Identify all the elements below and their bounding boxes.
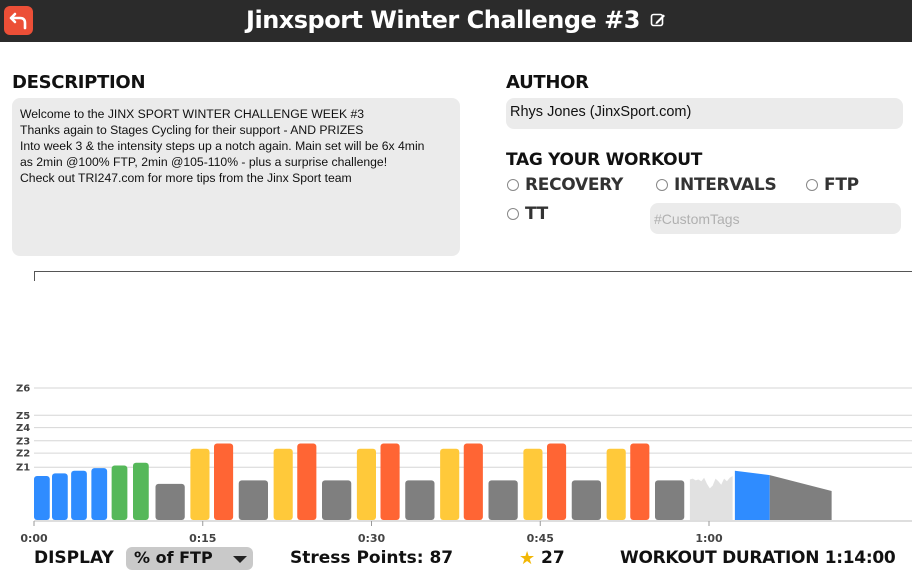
display-label: DISPLAY <box>34 548 114 568</box>
workout-segment-bar <box>630 443 650 520</box>
back-arrow-icon <box>9 12 26 29</box>
tag-label: INTERVALS <box>674 175 777 195</box>
time-tick-label: 0:15 <box>189 532 216 545</box>
display-select[interactable]: % of FTP <box>126 547 253 570</box>
tag-label: TT <box>525 204 548 224</box>
author-field[interactable]: Rhys Jones (JinxSport.com) <box>506 98 903 129</box>
workout-segment-ramp <box>769 475 832 520</box>
workout-segment-bar <box>52 473 68 520</box>
back-button[interactable] <box>4 6 33 35</box>
workout-segment-bar <box>297 443 317 520</box>
edit-icon[interactable] <box>650 12 666 28</box>
workout-duration: WORKOUT DURATION 1:14:00 <box>620 548 896 568</box>
workout-segment-bar <box>356 448 376 520</box>
zone-label: Z6 <box>16 384 30 395</box>
stress-points: Stress Points: 87 <box>290 548 454 568</box>
workout-segment-bar <box>34 476 50 520</box>
workout-segment-bar <box>523 448 543 520</box>
caret-down-icon <box>233 556 247 563</box>
tag-workout-label: TAG YOUR WORKOUT <box>506 150 703 170</box>
workout-title-area: Jinxsport Winter Challenge #3 <box>0 6 912 34</box>
description-label: DESCRIPTION <box>12 72 146 93</box>
workout-title[interactable]: Jinxsport Winter Challenge #3 <box>246 6 640 34</box>
bottom-bar: DISPLAY % of FTP Stress Points: 87 ★ 27 … <box>0 545 912 575</box>
time-tick-label: 0:45 <box>527 532 554 545</box>
workout-segment-bar <box>547 443 567 520</box>
time-tick-label: 0:30 <box>358 532 386 545</box>
radio-icon[interactable] <box>806 179 818 191</box>
radio-icon[interactable] <box>507 208 519 220</box>
workout-segment-bar <box>155 483 185 520</box>
radio-icon[interactable] <box>656 179 668 191</box>
description-line: as 2min @100% FTP, 2min @105-110% - plus… <box>20 155 388 169</box>
workout-segment-bar <box>655 480 685 520</box>
tag-tt[interactable]: TT <box>507 204 548 224</box>
display-select-value: % of FTP <box>134 548 213 567</box>
workout-segment-bar <box>322 480 352 520</box>
workout-segment-bar <box>91 468 108 520</box>
tag-label: RECOVERY <box>525 175 624 195</box>
workout-segment-bar <box>190 448 210 520</box>
title-bar: Jinxsport Winter Challenge #3 <box>0 0 912 42</box>
workout-segment-bar <box>463 443 483 520</box>
time-tick-label: 0:00 <box>20 532 48 545</box>
description-line: Into week 3 & the intensity steps up a n… <box>20 139 425 153</box>
workout-segment-bar <box>571 480 601 520</box>
description-line: Welcome to the JINX SPORT WINTER CHALLEN… <box>20 107 365 121</box>
workout-segment-bar <box>133 462 149 520</box>
zone-label: Z5 <box>16 411 30 422</box>
workout-segment-ramp <box>734 470 770 520</box>
custom-tags-input[interactable] <box>650 203 901 234</box>
chart-top-border <box>34 271 912 272</box>
tag-recovery[interactable]: RECOVERY <box>507 175 623 195</box>
workout-segment-bar <box>440 448 460 520</box>
zone-label: Z3 <box>16 436 30 447</box>
description-textarea[interactable]: Welcome to the JINX SPORT WINTER CHALLEN… <box>12 98 460 256</box>
description-line: Thanks again to Stages Cycling for their… <box>20 123 364 137</box>
author-label: AUTHOR <box>506 72 589 93</box>
chart-top-border-tick <box>34 271 35 281</box>
tag-intervals[interactable]: INTERVALS <box>656 175 777 195</box>
workout-segment-bar <box>71 470 87 520</box>
zone-label: Z2 <box>16 449 30 460</box>
zone-label: Z1 <box>16 463 30 474</box>
workout-segment-bar <box>380 443 400 520</box>
zone-label: Z4 <box>16 423 30 434</box>
tag-label: FTP <box>824 175 859 195</box>
star-icon: ★ <box>519 548 536 569</box>
free-ride-segment <box>689 476 733 520</box>
workout-segment-bar <box>273 448 293 520</box>
workout-segment-bar <box>238 480 268 520</box>
radio-icon[interactable] <box>507 179 519 191</box>
workout-segment-bar <box>405 480 435 520</box>
star-count: 27 <box>541 548 565 568</box>
workout-segment-bar <box>111 465 128 520</box>
tag-ftp[interactable]: FTP <box>806 175 859 195</box>
time-tick-label: 1:00 <box>695 532 723 545</box>
workout-segment-bar <box>606 448 626 520</box>
workout-segment-bar <box>488 480 518 520</box>
description-line: Check out TRI247.com for more tips from … <box>20 171 352 185</box>
workout-segment-bar <box>214 443 234 520</box>
